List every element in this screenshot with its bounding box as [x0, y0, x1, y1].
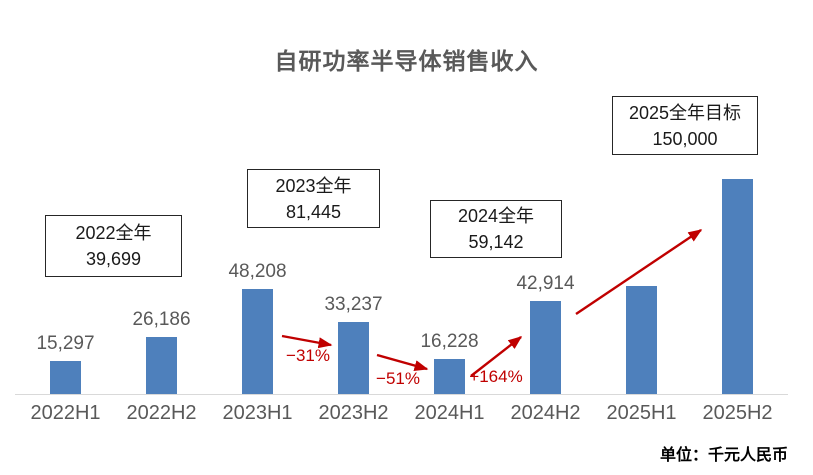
bar-2025H1 — [626, 286, 657, 394]
x-tick-2024H1: 2024H1 — [414, 402, 485, 424]
chart-title: 自研功率半导体销售收入 — [274, 48, 539, 74]
bar-2025H2 — [722, 179, 753, 394]
value-label-2022H1: 15,297 — [36, 333, 95, 354]
change-pct-label-2: −51% — [376, 369, 420, 388]
trend-arrow-2 — [376, 353, 429, 371]
bar-2023H1 — [242, 289, 273, 394]
value-label-2023H1: 48,208 — [228, 261, 287, 282]
x-tick-2023H1: 2023H1 — [222, 402, 293, 424]
annotation-box-2025全年目标: 2025全年目标 150,000 — [612, 96, 758, 155]
x-tick-2025H2: 2025H2 — [702, 402, 773, 424]
value-label-2024H2: 42,914 — [516, 273, 575, 294]
bar-2023H2 — [338, 322, 369, 394]
annotation-value: 39,699 — [85, 249, 142, 269]
x-tick-2023H2: 2023H2 — [318, 402, 389, 424]
trend-arrow-1 — [281, 334, 333, 349]
annotation-title: 2025全年目标 — [628, 102, 742, 123]
bar-2024H1 — [434, 359, 465, 394]
annotation-title: 2023全年 — [275, 175, 352, 196]
annotation-box-2022全年: 2022全年 39,699 — [45, 215, 182, 277]
change-pct-label-1: −31% — [286, 346, 330, 365]
change-pct-label-3: +164% — [469, 367, 523, 386]
unit-note: 单位：千元人民币 — [659, 447, 788, 464]
annotation-box-2023全年: 2023全年 81,445 — [247, 169, 380, 228]
x-axis-line — [15, 394, 788, 395]
annotation-box-2024全年: 2024全年 59,142 — [430, 200, 562, 258]
bar-2024H2 — [530, 301, 561, 394]
bar-2022H1 — [50, 361, 81, 394]
annotation-title: 2024全年 — [457, 206, 535, 226]
annotation-title: 2022全年 — [75, 223, 152, 243]
annotation-value: 150,000 — [652, 128, 718, 149]
value-label-2024H1: 16,228 — [420, 331, 479, 352]
bar-2022H2 — [146, 337, 177, 394]
x-tick-2025H1: 2025H1 — [606, 402, 677, 424]
x-tick-2022H2: 2022H2 — [126, 402, 197, 424]
value-label-2023H2: 33,237 — [324, 294, 383, 315]
x-tick-2024H2: 2024H2 — [510, 402, 581, 424]
x-tick-2022H1: 2022H1 — [30, 402, 101, 424]
value-label-2022H2: 26,186 — [132, 309, 191, 330]
annotation-value: 81,445 — [285, 201, 342, 222]
annotation-value: 59,142 — [468, 232, 524, 252]
